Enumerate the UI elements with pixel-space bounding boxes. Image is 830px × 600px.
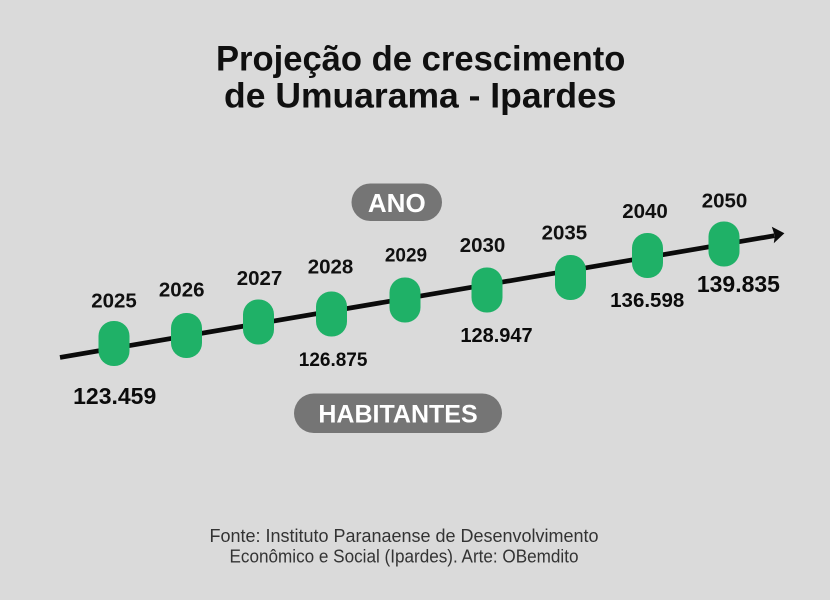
svg-text:2025: 2025 <box>91 289 137 312</box>
svg-text:Projeção de crescimento: Projeção de crescimento <box>216 39 626 78</box>
svg-text:123.459: 123.459 <box>73 383 156 409</box>
svg-text:128.947: 128.947 <box>460 325 532 347</box>
svg-text:136.598: 136.598 <box>610 289 684 312</box>
svg-text:139.835: 139.835 <box>697 271 780 297</box>
svg-text:2027: 2027 <box>237 267 283 290</box>
svg-text:2026: 2026 <box>159 278 205 301</box>
svg-text:2050: 2050 <box>702 190 748 213</box>
svg-text:Fonte: Instituto Paranaense de: Fonte: Instituto Paranaense de Desenvolv… <box>210 526 599 546</box>
svg-text:de Umuarama - Ipardes: de Umuarama - Ipardes <box>224 77 617 116</box>
svg-text:2040: 2040 <box>622 200 668 223</box>
svg-text:2028: 2028 <box>308 256 354 279</box>
svg-text:126.875: 126.875 <box>299 350 368 371</box>
svg-text:ANO: ANO <box>368 188 426 218</box>
svg-text:Econômico e Social (Ipardes).: Econômico e Social (Ipardes). Arte: OBem… <box>230 546 579 566</box>
svg-text:2030: 2030 <box>460 234 506 257</box>
svg-text:HABITANTES: HABITANTES <box>318 401 477 429</box>
svg-text:2035: 2035 <box>542 222 588 245</box>
svg-text:2029: 2029 <box>385 245 427 266</box>
